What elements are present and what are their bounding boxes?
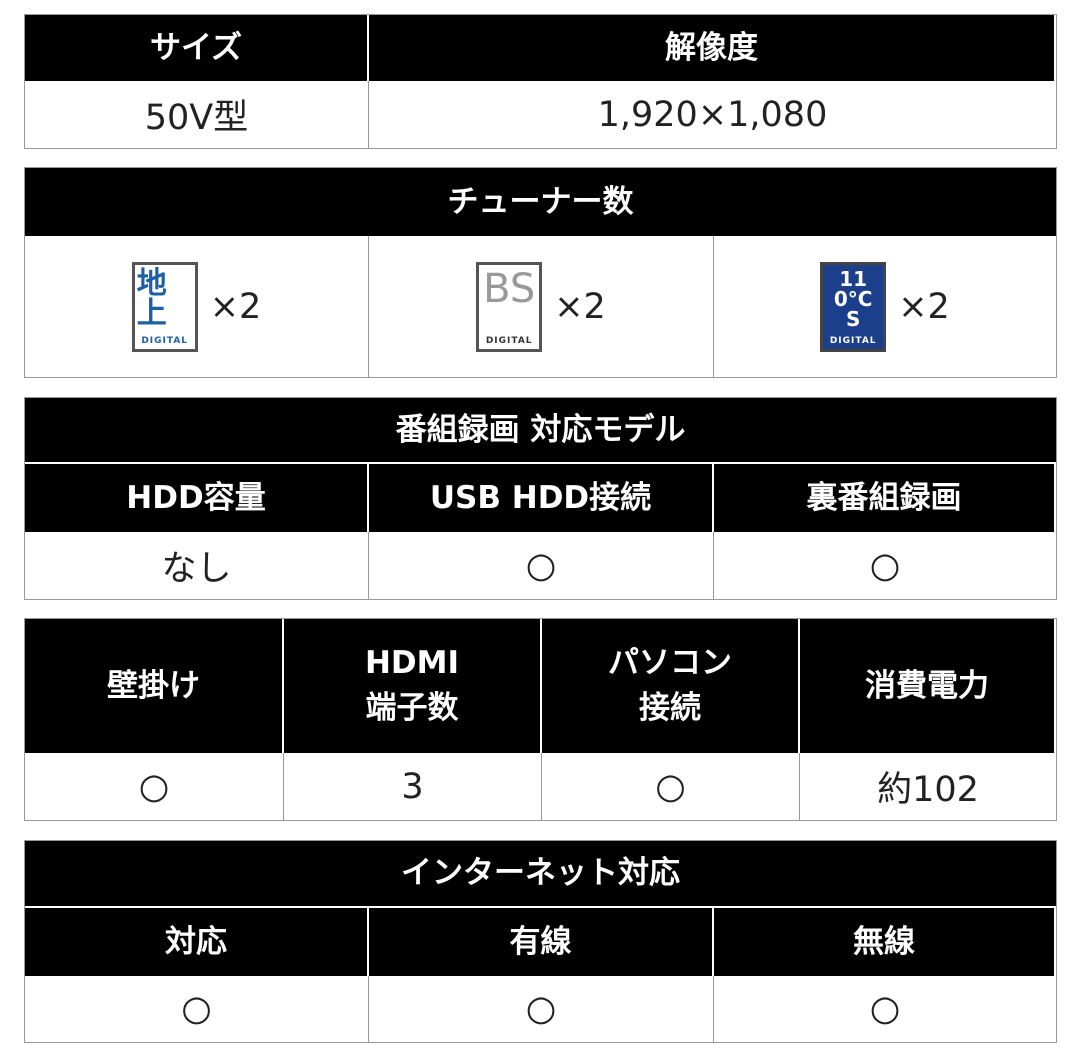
header-wall-mount: 壁掛け: [25, 619, 284, 753]
cs110-digital-logo: 110°CS DIGITAL: [820, 261, 887, 352]
header-wired: 有線: [369, 908, 714, 976]
value-wireless: ○: [869, 989, 901, 1029]
tuner-bs: BS DIGITAL ×2: [369, 236, 714, 377]
tuner-count: ×2: [898, 286, 950, 327]
tuner-count: ×2: [554, 286, 606, 327]
tuner-table: チューナー数 地上 DIGITAL ×2 BS DIGITAL ×2 110°CS DIG…: [24, 167, 1057, 378]
value-hdmi: 3: [284, 753, 542, 820]
value-wired: ○: [369, 976, 714, 1042]
value-pc: ○: [542, 753, 800, 820]
value-back-recording: ○: [869, 545, 901, 586]
header-wireless: 無線: [714, 908, 1056, 976]
size-resolution-table: サイズ 解像度 50V型 1,920×1,080: [24, 14, 1057, 149]
value-support: ○: [25, 976, 369, 1042]
tuner-count: ×2: [209, 286, 262, 327]
header-usb-hdd: USB HDD接続: [369, 464, 714, 532]
header-power: 消費電力: [800, 619, 1056, 753]
connect-table: 壁掛け HDMI 端子数 パソコン 接続 消費電力 ○ 3 ○ 約102: [24, 618, 1057, 821]
value-resolution: 1,920×1,080: [597, 94, 828, 135]
value-power: 約102: [877, 770, 979, 810]
header-resolution: 解像度: [369, 15, 1056, 81]
internet-table: インターネット対応 対応 有線 無線 ○ ○ ○: [24, 840, 1057, 1043]
tuner-cs: 110°CS DIGITAL ×2: [714, 236, 1056, 377]
value-usb-hdd: ○: [369, 532, 714, 599]
value-hdd: なし: [25, 532, 369, 599]
header-hdmi: HDMI 端子数: [284, 619, 542, 753]
header-support: 対応: [25, 908, 369, 976]
internet-title: インターネット対応: [25, 841, 1056, 908]
recording-table: 番組録画 対応モデル HDD容量 USB HDD接続 裏番組録画 なし ○ ○: [24, 397, 1057, 600]
header-size: サイズ: [25, 15, 369, 81]
header-pc: パソコン 接続: [542, 619, 800, 753]
value-size: 50V型: [25, 81, 369, 148]
tuner-terrestrial: 地上 DIGITAL ×2: [25, 236, 369, 377]
bs-digital-logo: BS DIGITAL: [476, 261, 543, 352]
tuner-title: チューナー数: [25, 168, 1056, 236]
header-hdd: HDD容量: [25, 464, 369, 532]
value-wall-mount: ○: [25, 753, 284, 820]
recording-title: 番組録画 対応モデル: [25, 398, 1056, 464]
terrestrial-digital-logo: 地上 DIGITAL: [131, 261, 198, 352]
header-back-recording: 裏番組録画: [714, 464, 1056, 532]
